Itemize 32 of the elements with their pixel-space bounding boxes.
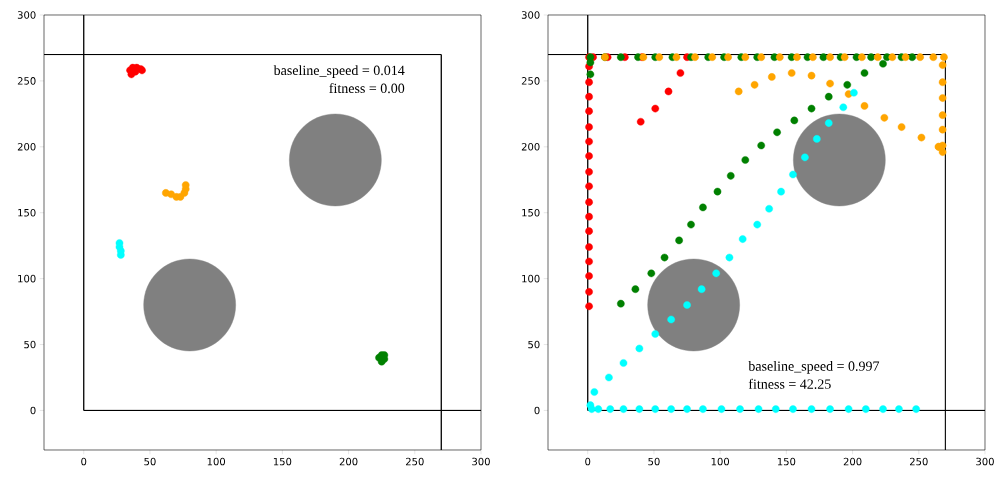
y-tick-label: 100 [522,274,540,283]
y-tick-label: 300 [521,11,540,19]
x-tick-label: 50 [648,457,660,466]
x-tick-label: 200 [339,457,358,466]
x-tick-label: 0 [585,457,591,466]
y-tick-label: 0 [534,406,540,415]
annotation: fitness = 42.25 [748,378,831,389]
y-tick-label: 250 [17,77,36,85]
y-tick-label: 150 [18,208,36,217]
y-tick-label: 50 [528,340,540,349]
annotation: fitness = 0.00 [329,83,405,94]
annotation: baseline_speed = 0.014 [273,65,405,78]
y-tick-label: 50 [24,340,36,349]
x-tick-label: 150 [273,457,292,466]
x-tick-label: 100 [711,457,730,466]
y-tick-label: 250 [521,77,540,85]
y-tick-label: 300 [17,11,36,19]
y-tick-label: 0 [30,406,36,415]
y-tick-label: 150 [522,208,540,217]
x-tick-label: 150 [777,457,796,466]
x-tick-label: 200 [843,457,862,466]
y-tick-label: 100 [18,274,36,283]
x-tick-label: 300 [976,457,994,466]
x-tick-label: 0 [81,457,87,466]
x-tick-label: 250 [405,457,424,466]
annotation: baseline_speed = 0.997 [748,360,880,374]
y-tick-label: 200 [17,143,36,151]
y-tick-label: 200 [521,143,540,151]
x-tick-label: 50 [144,457,156,466]
x-tick-label: 300 [472,457,490,466]
x-tick-label: 100 [207,457,226,466]
x-tick-label: 250 [909,457,928,466]
